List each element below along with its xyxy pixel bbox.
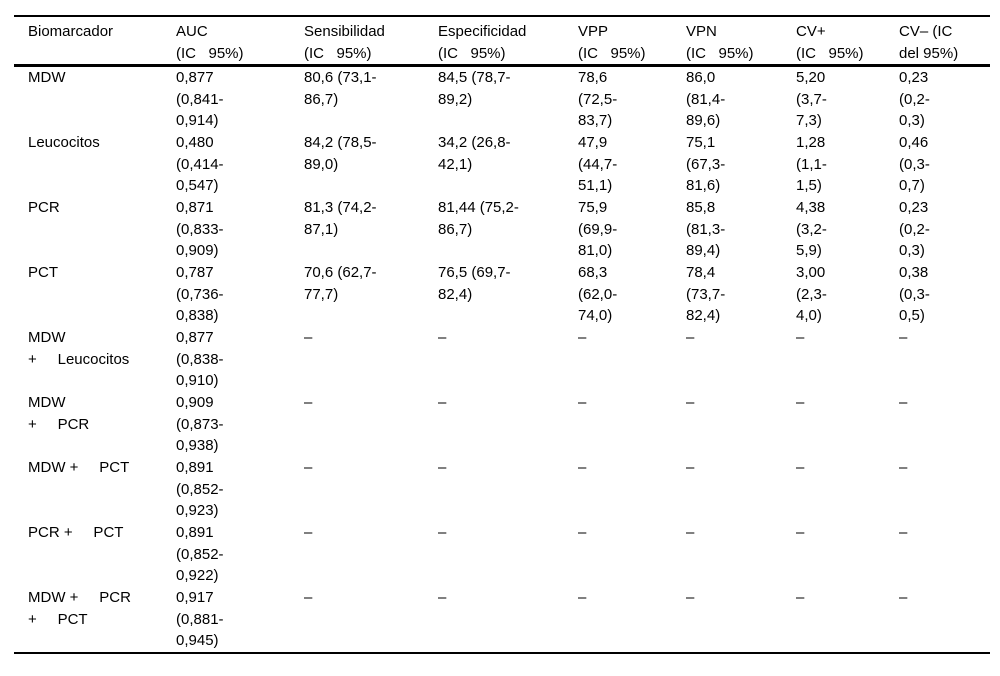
row-label: MDW: [28, 69, 66, 87]
column-header-cv-pos: CV+ (IC 95%): [796, 16, 899, 68]
cell-especificidad: –: [438, 588, 447, 606]
cell-sensibilidad: 70,6 (62,7- 77,7): [304, 263, 377, 303]
biomarkers-table: Biomarcador AUC (IC 95%) Sensibilidad (IC …: [14, 15, 990, 654]
cell-vpp: 78,6 (72,5- 83,7): [578, 69, 618, 130]
table-body: MDW 0,877 (0,841- 0,914) 80,6 (73,1- 86,7)…: [14, 66, 990, 653]
row-label: MDW + PCT: [28, 458, 130, 476]
cell-sensibilidad: 81,3 (74,2- 87,1): [304, 198, 377, 238]
cell-auc: 0,871 (0,833- 0,909): [176, 198, 224, 260]
cell-vpp: 47,9 (44,7- 51,1): [578, 133, 618, 195]
cell-vpp: –: [578, 393, 587, 411]
cell-especificidad: 76,5 (69,7- 82,4): [438, 263, 511, 303]
cell-especificidad: –: [438, 328, 447, 346]
cell-vpp: –: [578, 458, 587, 476]
cell-sensibilidad: –: [304, 588, 313, 606]
cell-cv-neg: –: [899, 458, 908, 476]
cell-vpp: 75,9 (69,9- 81,0): [578, 198, 618, 260]
cell-auc: 0,480 (0,414- 0,547): [176, 133, 224, 195]
row-label: PCR: [28, 198, 60, 216]
table-row: MDW 0,877 (0,841- 0,914) 80,6 (73,1- 86,7)…: [14, 66, 990, 132]
cell-sensibilidad: –: [304, 523, 313, 541]
cell-auc: 0,891 (0,852- 0,923): [176, 458, 224, 520]
row-label: MDW + PCR: [28, 393, 90, 433]
cell-especificidad: –: [438, 393, 447, 411]
cell-vpn: 78,4 (73,7- 82,4): [686, 263, 726, 325]
cell-sensibilidad: 84,2 (78,5- 89,0): [304, 133, 377, 173]
row-label: MDW + PCR + PCT: [28, 588, 131, 628]
column-header-especificidad: Especificidad (IC 95%): [438, 16, 578, 68]
cell-cv-neg: 0,23 (0,2- 0,3): [899, 198, 930, 260]
cell-vpn: –: [686, 458, 695, 476]
cell-auc: 0,917 (0,881- 0,945): [176, 588, 224, 650]
table-row: Leucocitos 0,480 (0,414- 0,547) 84,2 (78,5…: [14, 132, 990, 197]
cell-vpn: 86,0 (81,4- 89,6): [686, 69, 726, 130]
row-label: MDW + Leucocitos: [28, 328, 130, 368]
cell-auc: 0,891 (0,852- 0,922): [176, 523, 224, 585]
cell-cv-pos: 3,00 (2,3- 4,0): [796, 263, 827, 325]
cell-vpp: –: [578, 328, 587, 346]
table-row: PCR + PCT 0,891 (0,852- 0,922) – – – – – –: [14, 522, 990, 587]
table-row: MDW + PCT 0,891 (0,852- 0,923) – – – – – –: [14, 457, 990, 522]
cell-vpp: 68,3 (62,0- 74,0): [578, 263, 618, 325]
cell-cv-pos: –: [796, 588, 805, 606]
cell-especificidad: 34,2 (26,8- 42,1): [438, 133, 511, 173]
row-label: PCR + PCT: [28, 523, 124, 541]
table-row: PCT 0,787 (0,736- 0,838) 70,6 (62,7- 77,7)…: [14, 262, 990, 327]
cell-vpn: 75,1 (67,3- 81,6): [686, 133, 726, 195]
cell-auc: 0,787 (0,736- 0,838): [176, 263, 224, 325]
cell-cv-neg: –: [899, 393, 908, 411]
cell-especificidad: –: [438, 523, 447, 541]
cell-cv-pos: –: [796, 523, 805, 541]
column-header-biomarcador: Biomarcador: [14, 16, 176, 68]
cell-auc: 0,909 (0,873- 0,938): [176, 393, 224, 455]
cell-cv-pos: –: [796, 458, 805, 476]
column-header-vpp: VPP (IC 95%): [578, 16, 686, 68]
table-row: MDW + PCR + PCT 0,917 (0,881- 0,945) – – – – –…: [14, 587, 990, 653]
cell-cv-pos: –: [796, 328, 805, 346]
row-label: Leucocitos: [28, 133, 100, 151]
header-row: Biomarcador AUC (IC 95%) Sensibilidad (IC …: [14, 16, 990, 68]
cell-sensibilidad: –: [304, 458, 313, 476]
column-header-sensibilidad: Sensibilidad (IC 95%): [304, 16, 438, 68]
table-row: MDW + PCR 0,909 (0,873- 0,938) – – – – – –: [14, 392, 990, 457]
cell-vpn: –: [686, 328, 695, 346]
cell-vpn: –: [686, 588, 695, 606]
cell-cv-neg: –: [899, 523, 908, 541]
cell-cv-neg: 0,23 (0,2- 0,3): [899, 69, 930, 130]
table-row: MDW + Leucocitos 0,877 (0,838- 0,910) – – – –…: [14, 327, 990, 392]
cell-cv-neg: –: [899, 328, 908, 346]
table-header: Biomarcador AUC (IC 95%) Sensibilidad (IC …: [14, 16, 990, 68]
cell-especificidad: –: [438, 458, 447, 476]
cell-cv-neg: 0,46 (0,3- 0,7): [899, 133, 930, 195]
column-header-cv-neg: CV– (IC del 95%): [899, 16, 990, 68]
table-row: PCR 0,871 (0,833- 0,909) 81,3 (74,2- 87,1)…: [14, 197, 990, 262]
column-header-auc: AUC (IC 95%): [176, 16, 304, 68]
cell-cv-pos: 4,38 (3,2- 5,9): [796, 198, 827, 260]
column-header-vpn: VPN (IC 95%): [686, 16, 796, 68]
cell-sensibilidad: 80,6 (73,1- 86,7): [304, 69, 377, 108]
cell-cv-neg: 0,38 (0,3- 0,5): [899, 263, 930, 325]
cell-auc: 0,877 (0,841- 0,914): [176, 69, 224, 130]
cell-cv-pos: 5,20 (3,7- 7,3): [796, 69, 827, 130]
cell-especificidad: 81,44 (75,2- 86,7): [438, 198, 519, 238]
cell-vpn: –: [686, 523, 695, 541]
cell-cv-pos: –: [796, 393, 805, 411]
cell-vpn: 85,8 (81,3- 89,4): [686, 198, 726, 260]
cell-cv-neg: –: [899, 588, 908, 606]
cell-vpn: –: [686, 393, 695, 411]
cell-vpp: –: [578, 523, 587, 541]
cell-cv-pos: 1,28 (1,1- 1,5): [796, 133, 827, 195]
cell-sensibilidad: –: [304, 328, 313, 346]
row-label: PCT: [28, 263, 58, 281]
cell-sensibilidad: –: [304, 393, 313, 411]
cell-vpp: –: [578, 588, 587, 606]
cell-especificidad: 84,5 (78,7- 89,2): [438, 69, 511, 108]
cell-auc: 0,877 (0,838- 0,910): [176, 328, 224, 390]
